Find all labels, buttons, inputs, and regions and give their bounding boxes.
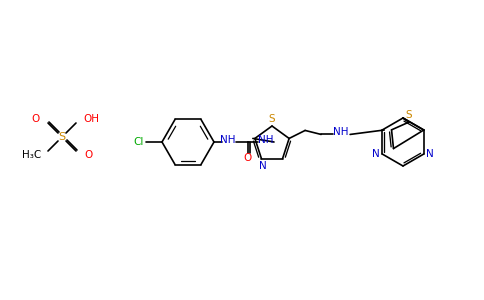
Text: S: S — [269, 114, 275, 124]
Text: O: O — [32, 114, 40, 124]
Text: H₃C: H₃C — [22, 150, 41, 160]
Text: N: N — [372, 149, 380, 159]
Text: S: S — [59, 132, 65, 142]
Text: NH: NH — [220, 135, 236, 145]
Text: NH: NH — [333, 128, 349, 137]
Text: S: S — [406, 110, 412, 120]
Text: O: O — [244, 153, 252, 163]
Text: N: N — [258, 160, 266, 171]
Text: OH: OH — [83, 114, 99, 124]
Text: N: N — [426, 149, 434, 159]
Text: NH: NH — [258, 135, 274, 145]
Text: O: O — [84, 150, 92, 160]
Text: Cl: Cl — [134, 137, 144, 147]
